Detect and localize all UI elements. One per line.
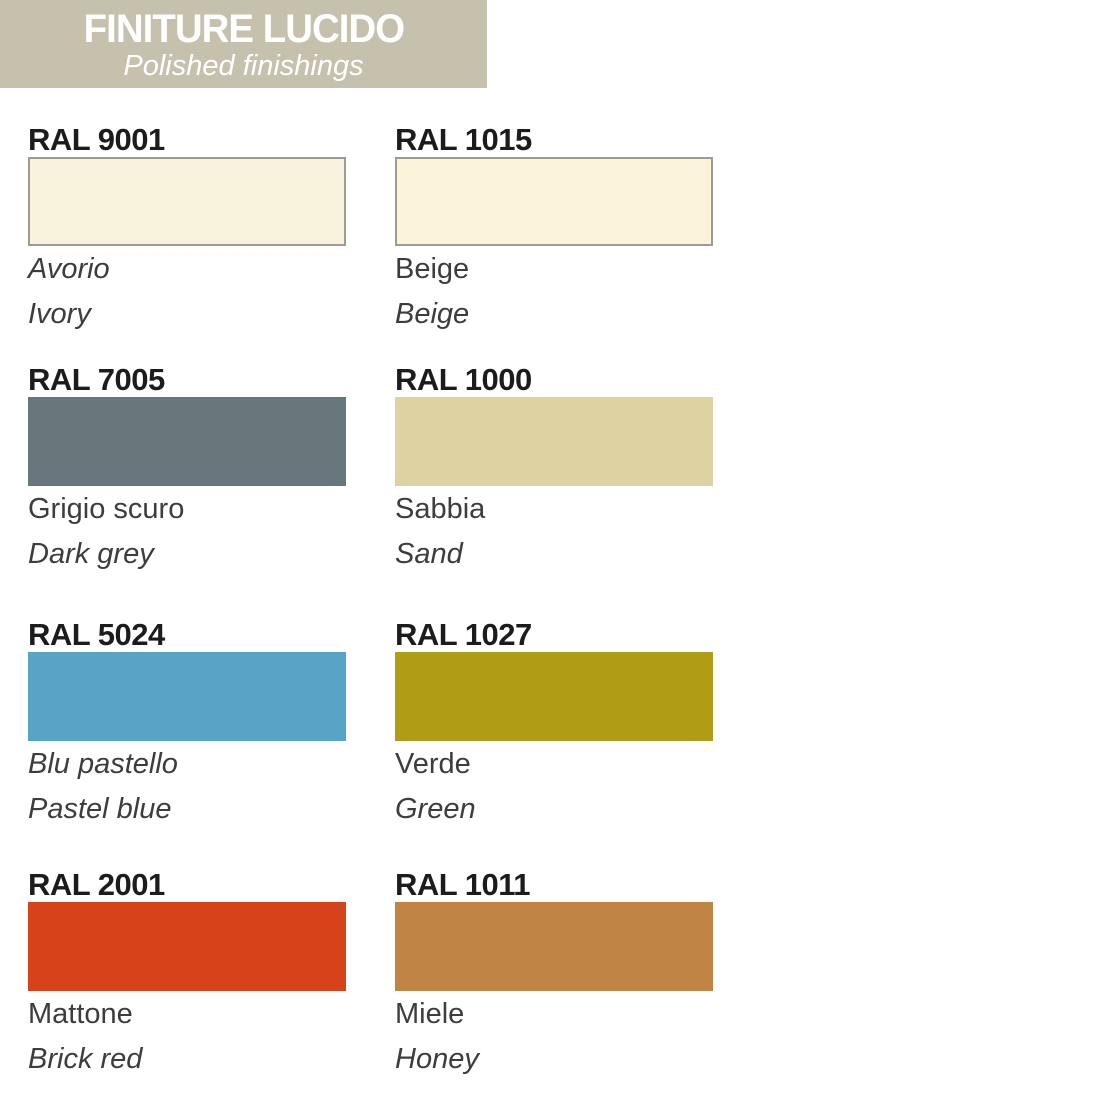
swatch-cell: RAL 1011 Miele Honey (395, 867, 745, 1100)
ral-code-label: RAL 1011 (395, 867, 531, 902)
ral-code-label: RAL 1027 (395, 617, 532, 652)
swatch-cell: RAL 7005 Grigio scuro Dark grey (28, 362, 378, 602)
color-swatch (395, 157, 713, 246)
color-name-italian: Beige (395, 253, 470, 285)
color-name-italian: Avorio (28, 253, 110, 285)
swatch-cell: RAL 1027 Verde Green (395, 617, 745, 857)
swatch-cell: RAL 5024 Blu pastello Pastel blue (28, 617, 378, 857)
color-name-english: Brick red (28, 1043, 143, 1075)
color-name-english: Honey (395, 1043, 479, 1075)
page-title: FINITURE LUCIDO (83, 7, 404, 51)
color-name-english: Beige (395, 298, 470, 330)
ral-code-label: RAL 7005 (28, 362, 165, 397)
header-banner: FINITURE LUCIDO Polished finishings (0, 0, 487, 88)
color-swatch (395, 652, 713, 741)
color-name-english: Pastel blue (28, 793, 172, 825)
color-name-italian: Sabbia (395, 493, 486, 525)
ral-code-label: RAL 1000 (395, 362, 532, 397)
color-name-italian: Verde (395, 748, 471, 780)
color-swatch (28, 157, 346, 246)
swatch-cell: RAL 9001 Avorio Ivory (28, 122, 378, 362)
color-swatch (28, 652, 346, 741)
color-swatch (395, 902, 713, 991)
swatch-cell: RAL 1015 Beige Beige (395, 122, 745, 362)
color-swatch (395, 397, 713, 486)
page-subtitle: Polished finishings (123, 50, 364, 82)
color-name-english: Ivory (28, 298, 91, 330)
ral-code-label: RAL 1015 (395, 122, 532, 157)
color-swatch (28, 902, 346, 991)
color-name-italian: Miele (395, 998, 465, 1030)
swatch-cell: RAL 1000 Sabbia Sand (395, 362, 745, 602)
ral-code-label: RAL 9001 (28, 122, 165, 157)
color-swatch (28, 397, 346, 486)
color-name-italian: Mattone (28, 998, 133, 1030)
ral-code-label: RAL 5024 (28, 617, 165, 652)
ral-code-label: RAL 2001 (28, 867, 165, 902)
color-name-english: Dark grey (28, 538, 154, 570)
swatch-cell: RAL 2001 Mattone Brick red (28, 867, 378, 1100)
color-name-italian: Blu pastello (28, 748, 178, 780)
color-name-italian: Grigio scuro (28, 493, 185, 525)
color-name-english: Green (395, 793, 476, 825)
color-name-english: Sand (395, 538, 463, 570)
